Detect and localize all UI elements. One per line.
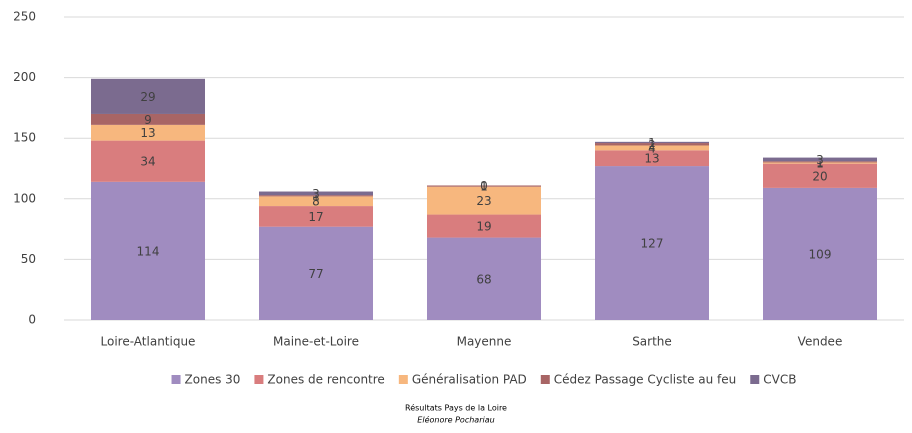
legend-swatch	[254, 375, 264, 384]
x-tick-label: Sarthe	[632, 335, 672, 349]
author: Eléonore Pochariau	[417, 415, 494, 425]
data-label: 1	[480, 180, 488, 194]
legend-label: Zones de rencontre	[267, 373, 384, 387]
bar-segment	[91, 140, 205, 182]
bar-segment	[91, 124, 205, 141]
bar-segment	[259, 206, 373, 227]
x-tick-label: Vendee	[798, 335, 843, 349]
legend-label: CVCB	[763, 373, 796, 387]
bar-segment	[763, 162, 877, 164]
legend-swatch	[540, 375, 550, 384]
data-label: 4	[648, 141, 656, 155]
data-label: 2	[648, 138, 656, 152]
data-label: 1	[648, 136, 656, 150]
bar-segment	[259, 195, 373, 197]
data-label: 0	[480, 179, 488, 193]
data-label: 8	[312, 195, 320, 209]
data-label: 29	[140, 90, 155, 104]
y-tick-label: 0	[28, 313, 36, 327]
data-label: 1	[816, 157, 824, 171]
data-label: 68	[476, 272, 491, 286]
bar-segment	[91, 78, 205, 114]
data-label: 77	[308, 267, 323, 281]
data-label: 19	[476, 220, 491, 234]
data-label: 114	[137, 244, 160, 258]
legend-label: Zones 30	[185, 373, 241, 387]
bar-segment	[595, 145, 709, 151]
legend-label: Cédez Passage Cycliste au feu	[554, 373, 736, 387]
bar-segment	[595, 141, 709, 144]
data-label: 34	[140, 155, 155, 169]
y-tick-label: 50	[21, 252, 36, 266]
x-tick-label: Mayenne	[457, 335, 512, 349]
data-label: 1	[816, 155, 824, 169]
bar-segment	[259, 196, 373, 207]
y-tick-label: 150	[13, 131, 36, 145]
legend-swatch	[398, 375, 408, 384]
bar-segment	[763, 161, 877, 163]
data-label: 23	[476, 194, 491, 208]
bar-segment	[91, 181, 205, 320]
y-tick-label: 250	[13, 10, 36, 24]
y-tick-label: 200	[13, 70, 36, 84]
legend-label: Généralisation PAD	[412, 373, 527, 387]
data-label: 17	[308, 210, 323, 224]
x-tick-label: Maine-et-Loire	[273, 335, 359, 349]
bar-segment	[427, 186, 541, 215]
bar-segment	[763, 187, 877, 320]
data-label: 3	[816, 153, 824, 167]
data-label: 127	[641, 237, 664, 251]
data-label: 109	[809, 247, 832, 261]
legend-swatch	[750, 375, 760, 384]
bar-segment	[595, 166, 709, 320]
data-label: 20	[812, 169, 827, 183]
bar-segment	[763, 163, 877, 188]
bar-segment	[91, 113, 205, 125]
data-label: 13	[140, 126, 155, 140]
data-label: 1	[312, 189, 320, 203]
data-label: 13	[644, 152, 659, 166]
caption: Résultats Pays de la Loire	[405, 403, 507, 413]
bar-segment	[595, 143, 709, 146]
data-label: 3	[312, 187, 320, 201]
bar-segment	[259, 226, 373, 320]
bar-segment	[427, 185, 541, 187]
x-tick-label: Loire-Atlantique	[101, 335, 196, 349]
y-tick-label: 100	[13, 191, 36, 205]
bar-segment	[763, 157, 877, 162]
data-label: 9	[144, 113, 152, 127]
bar-segment	[259, 191, 373, 196]
bar-segment	[427, 214, 541, 238]
bar-segment	[427, 237, 541, 320]
legend-swatch	[171, 375, 181, 384]
bar-segment	[595, 150, 709, 167]
